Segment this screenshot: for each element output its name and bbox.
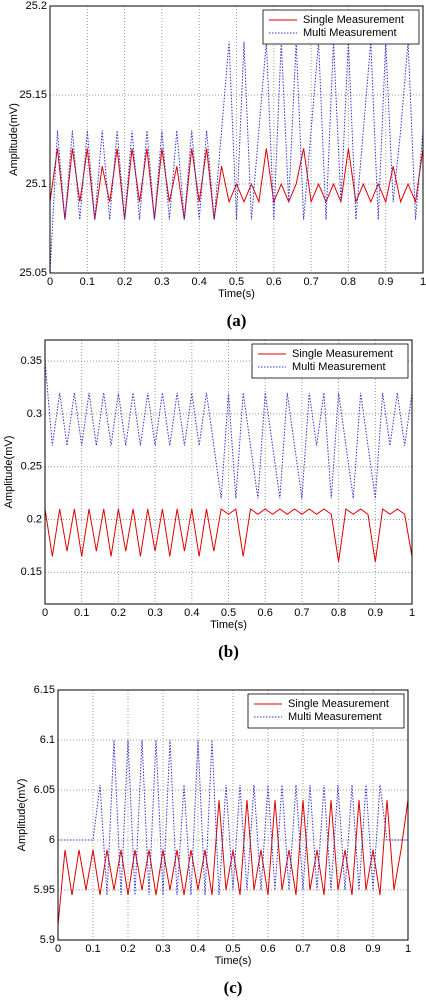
legend-label: Multi Measurement <box>292 361 386 373</box>
legend-box <box>262 9 420 45</box>
x-tick-label: 0.3 <box>147 607 162 619</box>
series-line <box>45 361 412 499</box>
legend-box <box>247 693 405 729</box>
x-tick-label: 0.4 <box>192 276 207 288</box>
y-tick-label: 5.9 <box>40 934 55 946</box>
y-tick-label: 0.2 <box>27 513 42 525</box>
x-tick-label: 0 <box>47 276 53 288</box>
axes-frame <box>44 339 413 605</box>
panel: 0 0.1 0.2 0.3 0.4 0.5 0.6 0.7 0.8 0.9 1 25.05 25.1 25… <box>8 0 426 330</box>
y-tick-label: 0.15 <box>21 566 42 578</box>
x-tick-label: 0.6 <box>258 607 273 619</box>
y-tick-label: 25.15 <box>19 89 47 101</box>
x-tick-label: 0.5 <box>225 943 240 955</box>
series-line <box>45 508 412 562</box>
x-tick-label: 0.2 <box>117 276 132 288</box>
caption: (b) <box>218 642 239 661</box>
series-line <box>58 799 408 926</box>
plot-area <box>50 6 423 273</box>
x-tick-label: 0.6 <box>260 943 275 955</box>
x-tick-label: 1 <box>409 607 415 619</box>
x-tick-label: 0.7 <box>294 607 309 619</box>
panel: 0 0.1 0.2 0.3 0.4 0.5 0.6 0.7 0.8 0.9 1 0.15 0.2 0.25… <box>3 339 415 661</box>
caption: (a) <box>227 311 247 330</box>
y-tick-label: 25.1 <box>26 178 47 190</box>
series-line <box>50 148 423 220</box>
x-tick-label: 0.7 <box>295 943 310 955</box>
y-tick-label: 6.1 <box>40 734 55 746</box>
axes-frame <box>57 689 409 941</box>
x-tick-label: 0.1 <box>80 276 95 288</box>
legend-label: Multi Measurement <box>303 27 397 39</box>
legend-label: Single Measurement <box>288 698 389 710</box>
x-tick-label: 0.9 <box>378 276 393 288</box>
x-tick-label: 0.6 <box>266 276 281 288</box>
x-tick-label: 0 <box>42 607 48 619</box>
x-tick-label: 0.4 <box>190 943 205 955</box>
x-tick-label: 0.9 <box>365 943 380 955</box>
x-axis-label: Time(s) <box>218 288 255 300</box>
plot-area <box>58 690 408 940</box>
legend-label: Multi Measurement <box>288 711 382 723</box>
y-axis-label: Amplitude(mV) <box>8 103 20 176</box>
x-tick-label: 0.8 <box>341 276 356 288</box>
x-tick-label: 0.8 <box>331 607 346 619</box>
x-tick-label: 0.3 <box>154 276 169 288</box>
x-tick-label: 1 <box>420 276 426 288</box>
x-tick-label: 0.7 <box>303 276 318 288</box>
x-tick-label: 0.2 <box>111 607 126 619</box>
y-tick-label: 6.05 <box>34 784 55 796</box>
series-line <box>58 739 408 896</box>
x-tick-label: 0.8 <box>330 943 345 955</box>
axes-frame <box>49 5 424 274</box>
x-tick-label: 0.5 <box>229 276 244 288</box>
y-axis-label: Amplitude(mV) <box>16 779 28 852</box>
y-axis-label: Amplitude(mV) <box>3 436 15 509</box>
x-tick-label: 0.2 <box>120 943 135 955</box>
legend-box <box>251 343 409 379</box>
y-tick-label: 0.25 <box>21 461 42 473</box>
y-tick-label: 6.15 <box>34 684 55 696</box>
y-tick-label: 5.95 <box>34 884 55 896</box>
x-tick-label: 1 <box>405 943 411 955</box>
x-tick-label: 0.1 <box>85 943 100 955</box>
x-axis-label: Time(s) <box>210 619 247 631</box>
legend-label: Single Measurement <box>303 14 404 26</box>
y-tick-label: 6 <box>49 834 55 846</box>
x-axis-label: Time(s) <box>215 955 252 967</box>
legend-label: Single Measurement <box>292 348 393 360</box>
caption: (c) <box>224 978 243 997</box>
x-tick-label: 0.4 <box>184 607 199 619</box>
x-tick-label: 0.5 <box>221 607 236 619</box>
y-tick-label: 25.05 <box>19 267 47 279</box>
panel: 0 0.1 0.2 0.3 0.4 0.5 0.6 0.7 0.8 0.9 1 5.9 5.95 6 6.0… <box>16 684 411 997</box>
y-tick-label: 0.35 <box>21 355 42 367</box>
y-tick-label: 0.3 <box>27 408 42 420</box>
x-tick-label: 0.3 <box>155 943 170 955</box>
x-tick-label: 0 <box>55 943 61 955</box>
series-line <box>50 41 423 273</box>
x-tick-label: 0.9 <box>368 607 383 619</box>
x-tick-label: 0.1 <box>74 607 89 619</box>
y-tick-label: 25.2 <box>26 0 47 12</box>
